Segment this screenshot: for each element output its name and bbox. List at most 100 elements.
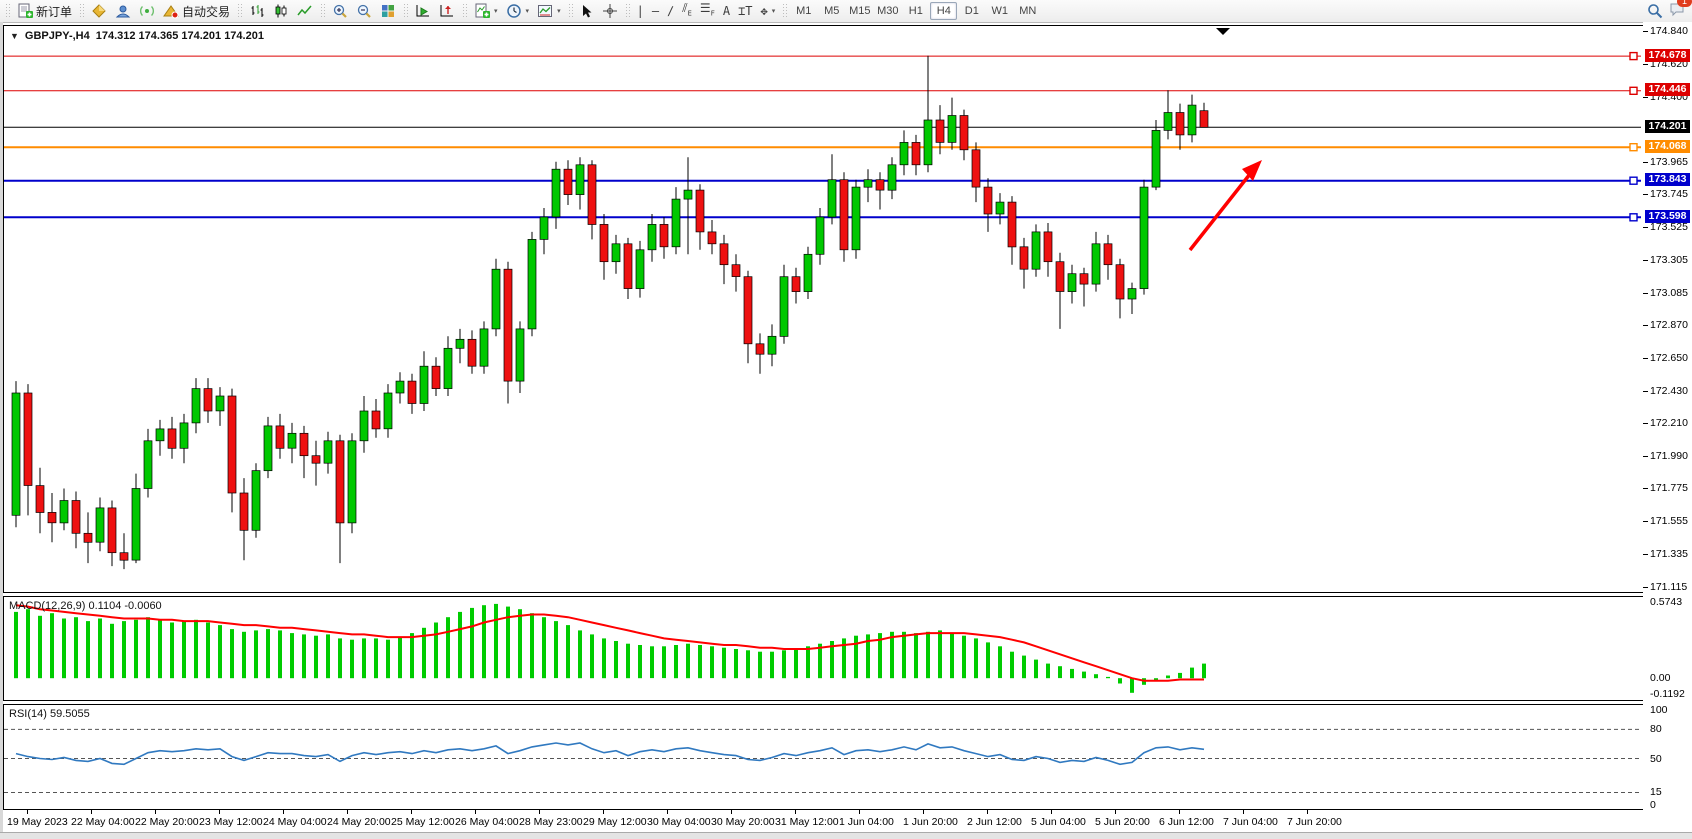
timeframe-m5-button[interactable]: M5 bbox=[824, 5, 840, 17]
timeframe-d1-button[interactable]: D1 bbox=[964, 5, 979, 17]
toolbar-grip[interactable] bbox=[320, 3, 326, 19]
price-chart-panel[interactable]: ▼ GBPJPY-,H4 174.312 174.365 174.201 174… bbox=[3, 25, 1644, 593]
fibonacci-tool-button[interactable]: ☰F bbox=[696, 1, 719, 21]
text-icon: A bbox=[722, 4, 731, 18]
macd-label: MACD(12,26,9) 0.1104 -0.0060 bbox=[9, 600, 162, 612]
indicators-icon bbox=[475, 3, 491, 18]
timeframe-h1-button[interactable]: H1 bbox=[908, 5, 923, 17]
new-order-icon bbox=[18, 3, 33, 18]
zoom-out-button[interactable] bbox=[352, 1, 376, 21]
timeframe-h4-button[interactable]: H4 bbox=[930, 2, 958, 20]
time-tick-mark bbox=[795, 810, 796, 814]
time-tick-label: 22 May 04:00 bbox=[71, 816, 135, 828]
templates-dropdown-arrow: ▾ bbox=[557, 8, 561, 15]
time-tick-mark bbox=[859, 810, 860, 814]
bar-chart-button[interactable] bbox=[245, 1, 269, 21]
time-tick-mark bbox=[539, 810, 540, 814]
macd-chart[interactable] bbox=[4, 597, 1641, 698]
price-tick-label: 174.840 bbox=[1650, 25, 1688, 37]
trendline-tool-button[interactable]: ∕ bbox=[663, 1, 678, 21]
time-tick-label: 30 May 20:00 bbox=[711, 816, 775, 828]
macd-panel[interactable]: MACD(12,26,9) 0.1104 -0.0060 bbox=[3, 596, 1644, 701]
cursor-tool-button[interactable] bbox=[576, 1, 598, 21]
tile-windows-button[interactable] bbox=[376, 1, 400, 21]
cursor-icon bbox=[582, 4, 592, 17]
new-order-button[interactable]: 新订单 bbox=[13, 1, 76, 21]
auto-scroll-icon bbox=[416, 5, 430, 17]
candlestick-chart-button[interactable] bbox=[269, 1, 293, 21]
time-tick-label: 23 May 12:00 bbox=[199, 816, 263, 828]
toolbar-grip[interactable] bbox=[624, 3, 630, 19]
time-tick-label: 2 Jun 12:00 bbox=[967, 816, 1022, 828]
vertical-line-tool-button[interactable]: | bbox=[633, 1, 648, 21]
auto-scroll-button[interactable] bbox=[411, 1, 435, 21]
price-axis[interactable]: 174.840 174.620 174.400 173.965 173.745 173.5… bbox=[1643, 22, 1692, 812]
time-tick-label: 29 May 12:00 bbox=[583, 816, 647, 828]
time-tick-mark bbox=[1179, 810, 1180, 814]
line-chart-button[interactable] bbox=[293, 1, 317, 21]
price-tick-mark bbox=[1643, 488, 1648, 489]
zoom-in-button[interactable] bbox=[328, 1, 352, 21]
price-tick-mark bbox=[1643, 423, 1648, 424]
rsi-chart[interactable] bbox=[4, 705, 1641, 807]
time-tick-label: 31 May 12:00 bbox=[775, 816, 839, 828]
time-tick-label: 7 Jun 20:00 bbox=[1287, 816, 1342, 828]
templates-button[interactable]: ▾ bbox=[533, 1, 565, 21]
toolbar-grip[interactable] bbox=[782, 3, 788, 19]
window-left-border bbox=[0, 22, 3, 832]
time-tick-label: 6 Jun 12:00 bbox=[1159, 816, 1214, 828]
time-tick-label: 24 May 04:00 bbox=[263, 816, 327, 828]
search-icon[interactable] bbox=[1647, 3, 1663, 19]
text-label-tool-button[interactable]: ⌶T bbox=[734, 1, 756, 21]
indicators-dropdown-arrow: ▾ bbox=[494, 8, 498, 15]
toolbar-grip[interactable] bbox=[5, 3, 10, 19]
arrows-tool-button[interactable]: ✥ ▾ bbox=[757, 1, 780, 21]
text-label-icon: ⌶T bbox=[738, 4, 753, 18]
one-click-toggle-icon[interactable]: ▼ bbox=[10, 31, 19, 41]
trendline-icon: ∕ bbox=[667, 4, 675, 18]
chart-shift-button[interactable] bbox=[435, 1, 459, 21]
price-tick-mark bbox=[1643, 456, 1648, 457]
chart-shift-icon bbox=[440, 5, 454, 17]
timeframe-m15-button[interactable]: M15 bbox=[849, 5, 871, 17]
time-tick-mark bbox=[731, 810, 732, 814]
price-tick-mark bbox=[1643, 260, 1648, 261]
metaeditor-button[interactable] bbox=[87, 1, 111, 21]
toolbar-grip[interactable] bbox=[79, 3, 85, 19]
toolbar-grip[interactable] bbox=[403, 3, 409, 19]
time-tick-mark bbox=[923, 810, 924, 814]
text-tool-button[interactable]: A bbox=[719, 1, 734, 21]
indicators-button[interactable]: ▾ bbox=[470, 1, 502, 21]
timeframe-mn-button[interactable]: MN bbox=[1019, 5, 1037, 17]
timeframe-w1-button[interactable]: W1 bbox=[991, 5, 1009, 17]
time-axis[interactable]: 19 May 2023 22 May 04:00 22 May 20:00 23 Ma… bbox=[3, 810, 1642, 831]
price-tag-173.843: 173.843 bbox=[1645, 173, 1690, 186]
candlestick-chart[interactable] bbox=[4, 26, 1641, 590]
price-tick-mark bbox=[1643, 31, 1648, 32]
toolbar-grip[interactable] bbox=[237, 3, 243, 19]
tile-windows-icon bbox=[382, 5, 395, 17]
notifications-button[interactable]: 1 bbox=[1669, 0, 1692, 22]
equidistant-channel-tool-button[interactable]: ⫽E bbox=[678, 1, 696, 21]
timeframe-m1-button[interactable]: M1 bbox=[796, 5, 812, 17]
time-tick-mark bbox=[987, 810, 988, 814]
horizontal-line-tool-button[interactable]: — bbox=[648, 1, 663, 21]
autotrading-button[interactable]: 自动交易 bbox=[159, 1, 234, 21]
timeframe-m30-button[interactable]: M30 bbox=[877, 5, 899, 17]
toolbar-grip[interactable] bbox=[567, 3, 573, 19]
rsi-axis-label: 15 bbox=[1650, 786, 1662, 798]
periods-button[interactable]: ▾ bbox=[502, 1, 534, 21]
price-tick-mark bbox=[1643, 587, 1648, 588]
time-tick-mark bbox=[91, 810, 92, 814]
crosshair-tool-button[interactable] bbox=[598, 1, 622, 21]
price-tick-label: 172.650 bbox=[1650, 352, 1688, 364]
templates-icon bbox=[538, 5, 553, 17]
time-tick-mark bbox=[1115, 810, 1116, 814]
macd-current-values: 0.1104 -0.0060 bbox=[88, 600, 162, 612]
rsi-panel[interactable]: RSI(14) 59.5055 bbox=[3, 704, 1644, 810]
toolbar-grip[interactable] bbox=[462, 3, 468, 19]
signals-button[interactable] bbox=[135, 1, 159, 21]
community-button[interactable] bbox=[111, 1, 135, 21]
autotrading-label: 自动交易 bbox=[182, 4, 231, 19]
